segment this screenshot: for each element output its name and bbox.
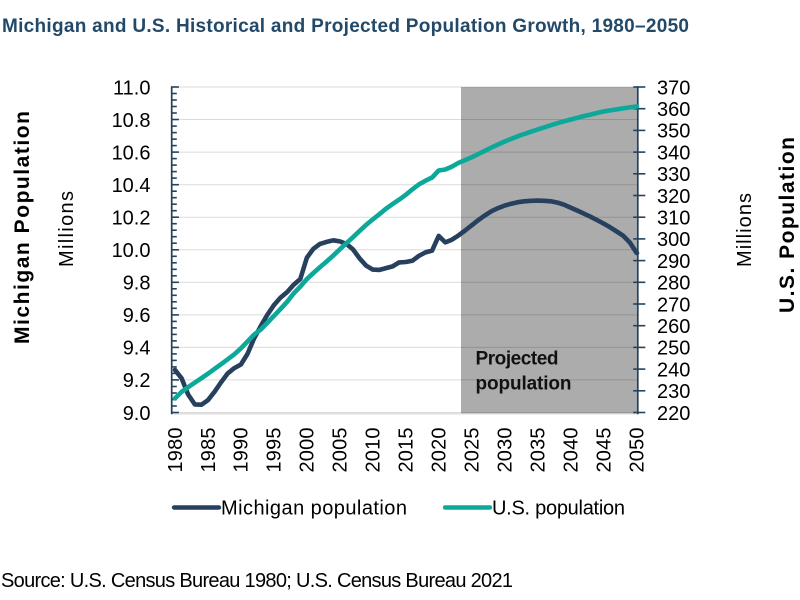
svg-text:280: 280 xyxy=(657,273,690,295)
svg-text:2035: 2035 xyxy=(527,428,549,473)
svg-text:Michigan and U.S. Historical a: Michigan and U.S. Historical and Project… xyxy=(2,16,689,37)
svg-text:2030: 2030 xyxy=(494,427,516,472)
svg-text:250: 250 xyxy=(657,338,690,360)
svg-text:2015: 2015 xyxy=(396,428,418,473)
svg-text:1995: 1995 xyxy=(264,428,286,473)
svg-text:9.0: 9.0 xyxy=(123,403,151,425)
svg-text:1985: 1985 xyxy=(198,428,220,473)
svg-text:360: 360 xyxy=(657,99,690,121)
svg-text:310: 310 xyxy=(657,208,690,230)
svg-text:10.8: 10.8 xyxy=(112,110,151,132)
svg-text:2010: 2010 xyxy=(363,428,385,473)
svg-text:1980: 1980 xyxy=(165,428,187,473)
svg-text:330: 330 xyxy=(657,164,690,186)
svg-text:9.4: 9.4 xyxy=(123,338,151,360)
svg-text:2025: 2025 xyxy=(462,428,484,473)
svg-text:9.8: 9.8 xyxy=(123,273,151,295)
svg-text:Projected: Projected xyxy=(476,349,559,370)
svg-text:Michigan population: Michigan population xyxy=(221,498,407,520)
svg-text:230: 230 xyxy=(657,381,690,403)
svg-text:340: 340 xyxy=(657,142,690,164)
svg-text:2050: 2050 xyxy=(626,428,648,473)
svg-text:370: 370 xyxy=(657,77,690,99)
svg-text:260: 260 xyxy=(657,316,690,338)
svg-text:U.S. Population: U.S. Population xyxy=(776,137,799,313)
svg-text:population: population xyxy=(476,374,572,395)
svg-text:220: 220 xyxy=(657,403,690,425)
svg-text:350: 350 xyxy=(657,121,690,143)
svg-text:10.0: 10.0 xyxy=(112,240,151,262)
svg-text:11.0: 11.0 xyxy=(113,77,150,99)
svg-text:270: 270 xyxy=(657,294,690,316)
svg-text:Source: U.S. Census Bureau 198: Source: U.S. Census Bureau 1980; U.S. Ce… xyxy=(1,570,513,592)
svg-text:2000: 2000 xyxy=(297,428,319,473)
svg-text:U.S. population: U.S. population xyxy=(492,498,625,520)
svg-text:9.2: 9.2 xyxy=(123,370,151,392)
svg-text:Millions: Millions xyxy=(56,191,78,267)
svg-text:2040: 2040 xyxy=(560,428,582,473)
svg-text:9.6: 9.6 xyxy=(123,305,151,327)
svg-text:10.6: 10.6 xyxy=(112,142,151,164)
svg-text:2005: 2005 xyxy=(330,428,352,473)
svg-text:2020: 2020 xyxy=(429,428,451,473)
svg-text:320: 320 xyxy=(657,186,690,208)
svg-text:300: 300 xyxy=(657,229,690,251)
svg-text:Michigan Population: Michigan Population xyxy=(11,111,34,344)
svg-text:2045: 2045 xyxy=(593,428,615,473)
svg-text:10.4: 10.4 xyxy=(112,175,151,197)
svg-text:Millions: Millions xyxy=(734,193,756,267)
svg-text:1990: 1990 xyxy=(231,428,253,473)
svg-text:290: 290 xyxy=(657,251,690,273)
svg-text:240: 240 xyxy=(657,359,690,381)
svg-text:10.2: 10.2 xyxy=(112,208,151,230)
